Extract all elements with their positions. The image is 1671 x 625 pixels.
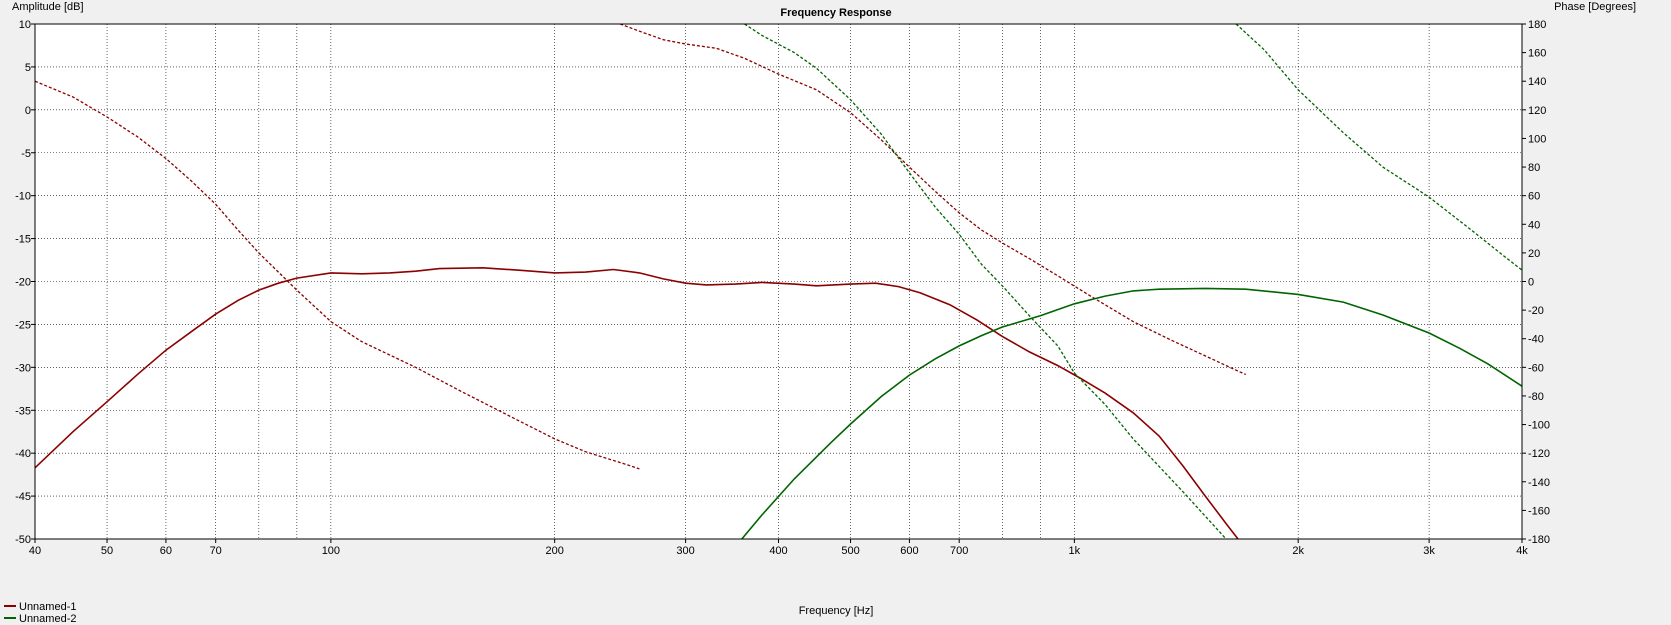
y2-tick-label: 80 — [1528, 162, 1540, 174]
y2-tick-label: 20 — [1528, 248, 1540, 260]
y2-tick-label: -60 — [1528, 362, 1544, 374]
y-tick-label: 0 — [25, 105, 31, 117]
series-1-phase-line-1 — [35, 80, 640, 470]
x-axis-label: Frequency [Hz] — [799, 605, 874, 617]
y-tick-label: -20 — [15, 277, 31, 289]
y2-tick-label: -180 — [1528, 534, 1550, 546]
y2-tick-label: -120 — [1528, 448, 1550, 460]
x-tick-label: 700 — [950, 545, 968, 557]
x-tick-label: 300 — [676, 545, 694, 557]
series-1-phase-line-2 — [619, 24, 1246, 376]
series-1-amplitude-line — [35, 266, 1239, 539]
x-tick-label: 600 — [900, 545, 918, 557]
y2-tick-label: -140 — [1528, 477, 1550, 489]
grid — [35, 24, 1522, 539]
series-2-amplitude-line — [741, 287, 1522, 539]
y2-tick-label: -160 — [1528, 505, 1550, 517]
x-tick-label: 2k — [1292, 545, 1304, 557]
y2-tick-label: 40 — [1528, 219, 1540, 231]
x-tick-label: 50 — [101, 545, 113, 557]
y-tick-label: -40 — [15, 448, 31, 460]
y-tick-label: -10 — [15, 191, 31, 203]
y2-tick-label: 100 — [1528, 133, 1546, 145]
axes: 40 50 60 70 100 200 300 400 500 600 700 1k 2k 3k 4k105… — [15, 19, 1550, 557]
y2-tick-label: 160 — [1528, 48, 1546, 60]
x-tick-label: 1k — [1069, 545, 1081, 557]
y2-tick-label: 60 — [1528, 191, 1540, 203]
y-tick-label: 5 — [25, 62, 31, 74]
y2-tick-label: -100 — [1528, 420, 1550, 432]
y-tick-label: -35 — [15, 405, 31, 417]
series-layer — [35, 24, 1522, 539]
x-tick-label: 500 — [841, 545, 859, 557]
y2-tick-label: 140 — [1528, 76, 1546, 88]
y-tick-label: -5 — [21, 148, 31, 160]
x-tick-label: 3k — [1423, 545, 1435, 557]
y-tick-label: -25 — [15, 319, 31, 331]
legend-label-unnamed-2: Unnamed-2 — [19, 613, 76, 625]
y2-axis-label: Phase [Degrees] — [1554, 1, 1636, 13]
y2-tick-label: -80 — [1528, 391, 1544, 403]
series-2-phase-line-2 — [744, 24, 1227, 539]
y-tick-label: -45 — [15, 491, 31, 503]
x-tick-label: 4k — [1516, 545, 1528, 557]
legend: Unnamed-1 Unnamed-2 — [4, 601, 76, 625]
x-tick-label: 70 — [210, 545, 222, 557]
y-axis-label: Amplitude [dB] — [12, 1, 84, 13]
y2-tick-label: -20 — [1528, 305, 1544, 317]
series-2-phase-line-3 — [1235, 24, 1522, 271]
y2-tick-label: 180 — [1528, 19, 1546, 31]
y-tick-label: -30 — [15, 362, 31, 374]
y2-tick-label: -40 — [1528, 334, 1544, 346]
y2-tick-label: 120 — [1528, 105, 1546, 117]
y-tick-label: 10 — [19, 19, 31, 31]
x-tick-label: 60 — [160, 545, 172, 557]
y2-tick-label: 0 — [1528, 277, 1534, 289]
y-tick-label: -15 — [15, 234, 31, 246]
x-tick-label: 40 — [29, 545, 41, 557]
x-tick-label: 200 — [546, 545, 564, 557]
x-tick-label: 100 — [322, 545, 340, 557]
legend-label-unnamed-1: Unnamed-1 — [19, 601, 76, 613]
chart-title: Frequency Response — [780, 7, 891, 19]
x-tick-label: 400 — [769, 545, 787, 557]
y-tick-label: -50 — [15, 534, 31, 546]
